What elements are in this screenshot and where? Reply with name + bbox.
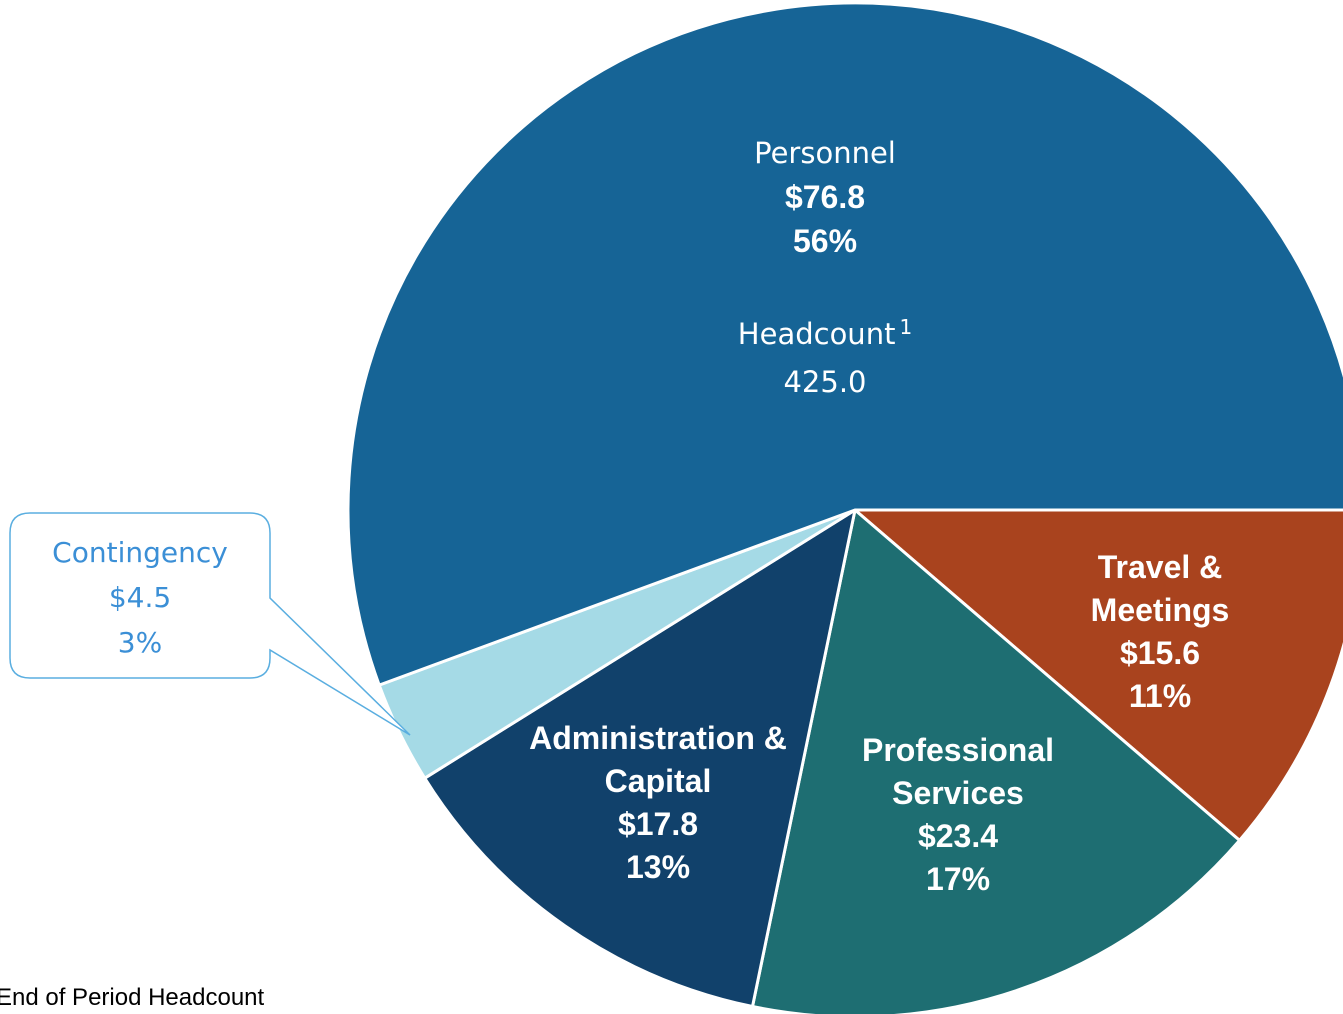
category-label: Travel & Meetings [1090, 549, 1230, 628]
percentage-label: 11% [1128, 678, 1192, 714]
category-label: Personnel [754, 136, 896, 170]
footnote: End of Period Headcount [0, 984, 265, 1011]
percentage-label: 17% [925, 861, 991, 897]
pie-slice [750, 507, 1242, 1014]
value-label: $15.6 [1119, 635, 1201, 671]
percentage-label: 13% [625, 849, 691, 885]
category-label: Professional Services [861, 732, 1055, 811]
value-label: $4.5 [108, 581, 172, 614]
slice-label: Administration & Capital $17.8 13% [518, 717, 798, 889]
headcount-label: Headcount 1 [665, 305, 985, 356]
value-label: $17.8 [617, 806, 699, 842]
callout-box [9, 512, 411, 736]
slice-label: Travel & Meetings $15.6 11% [1045, 546, 1275, 718]
slice-label: Personnel $76.8 56% Headcount 1 425.0 [665, 131, 985, 404]
slice-label: Professional Services $23.4 17% [833, 729, 1083, 901]
value-label: $76.8 [784, 179, 866, 215]
pie-slice [850, 508, 1343, 843]
percentage-label: 56% [792, 223, 858, 259]
headcount-text: Headcount [737, 317, 896, 351]
headcount-value: 425.0 [783, 365, 867, 399]
category-label: Contingency [52, 536, 228, 569]
slice-label: Contingency $4.5 3% [15, 530, 265, 665]
footnote-marker: 1 [899, 315, 913, 339]
pie-slice [346, 1, 1343, 688]
pie-slice [422, 506, 858, 1009]
value-label: $23.4 [917, 818, 999, 854]
percentage-label: 3% [117, 626, 163, 659]
category-label: Administration & Capital [529, 720, 787, 799]
slices [346, 1, 1343, 1014]
